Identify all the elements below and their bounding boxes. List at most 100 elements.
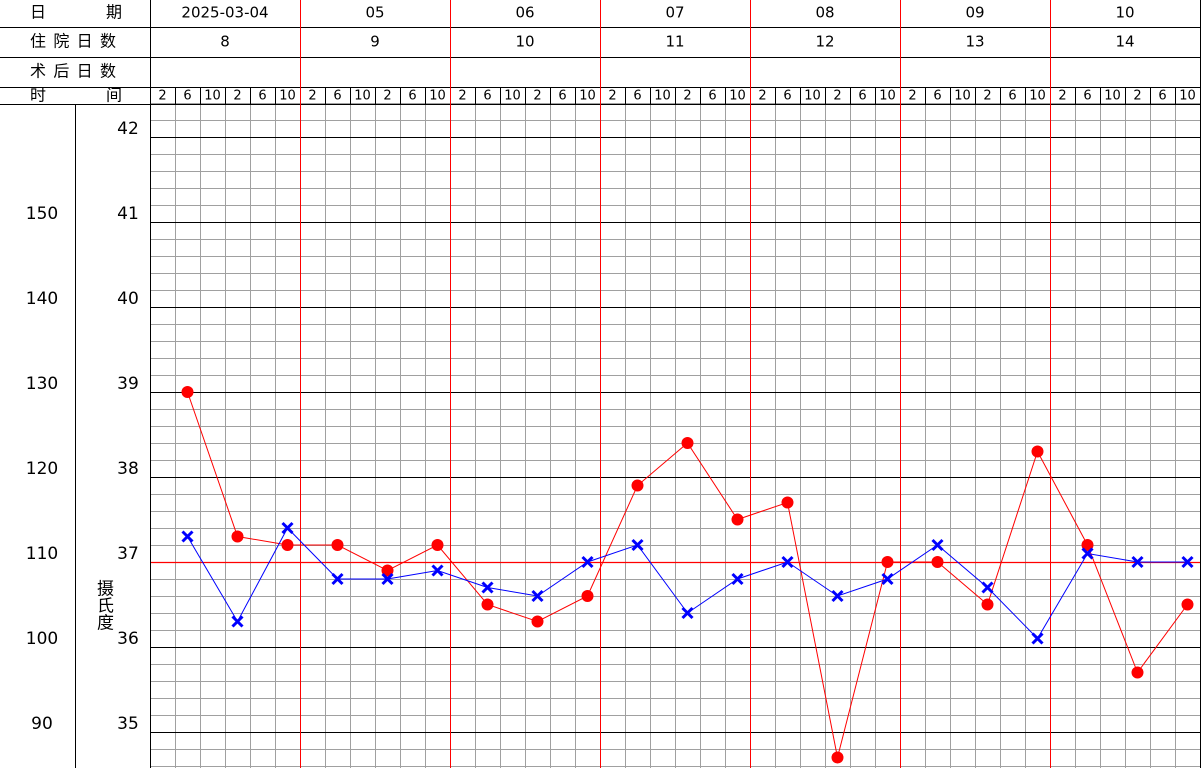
row-label: 住院日数 [30, 32, 116, 51]
temperature-tick-label: 42 [117, 119, 139, 139]
date: 06 [515, 4, 534, 22]
pulse-point [1181, 598, 1194, 611]
time-label: 6 [183, 89, 191, 104]
temperature-point [181, 530, 194, 543]
pulse-point [531, 615, 544, 628]
time-label: 10 [354, 89, 371, 104]
pulse-point [1131, 666, 1144, 679]
y-axis-label: 摄氏度 [93, 579, 114, 630]
hospital-day: 12 [815, 33, 834, 51]
hospital-day: 8 [220, 33, 230, 51]
time-label: 2 [1133, 89, 1141, 104]
pulse-point [1081, 539, 1094, 551]
time-label: 6 [1158, 89, 1166, 104]
temperature-point [281, 521, 294, 535]
temperature-point [631, 538, 644, 552]
temperature-point [581, 555, 594, 569]
temperature-point [731, 572, 744, 586]
date: 05 [365, 4, 384, 22]
temperature-point [831, 589, 844, 603]
date: 10 [1115, 4, 1134, 22]
time-label: 2 [383, 89, 391, 104]
pulse-point [481, 598, 494, 611]
pulse-point [181, 386, 194, 398]
time-label: 2 [308, 89, 316, 104]
temperature-point [1031, 632, 1044, 645]
time-label: 10 [579, 89, 596, 104]
time-label: 6 [558, 89, 566, 104]
time-label: 6 [633, 89, 641, 104]
time-label: 10 [429, 89, 446, 104]
pulse-point [581, 590, 594, 602]
time-label: 10 [204, 89, 221, 104]
time-label: 10 [279, 89, 296, 104]
hospital-day: 10 [515, 33, 534, 51]
time-label: 2 [908, 89, 916, 104]
pulse-point [881, 556, 894, 568]
time-label: 2 [983, 89, 991, 104]
temperature-point [1181, 555, 1194, 569]
pulse-point [231, 530, 244, 543]
temperature-point [381, 572, 394, 586]
temperature-tick-label: 38 [117, 459, 139, 479]
temperature-tick-label: 41 [117, 204, 139, 224]
temperature-point [981, 581, 994, 594]
time-label: 6 [333, 89, 341, 104]
time-label: 10 [1179, 89, 1196, 104]
temperature-tick-label: 39 [117, 374, 139, 394]
time-label: 6 [1008, 89, 1016, 104]
time-label: 2 [533, 89, 541, 104]
time-label: 10 [1104, 89, 1121, 104]
time-label: 10 [654, 89, 671, 104]
time-label: 10 [504, 89, 521, 104]
time-label: 2 [833, 89, 841, 104]
temperature-point [431, 564, 444, 577]
time-label: 2 [683, 89, 691, 104]
time-label: 6 [933, 89, 941, 104]
pulse-point [331, 539, 344, 551]
temperature-point [1081, 547, 1094, 560]
time-label: 2 [233, 89, 241, 104]
temperature-tick-label: 37 [117, 544, 139, 564]
temperature-tick-label: 35 [117, 714, 139, 734]
time-label: 2 [458, 89, 466, 104]
pulse-point [631, 479, 644, 492]
time-label: 6 [408, 89, 416, 104]
hospital-day: 9 [370, 33, 380, 51]
time-label: 6 [708, 89, 716, 104]
time-label: 10 [1029, 89, 1046, 104]
time-label: 10 [804, 89, 821, 104]
date: 07 [665, 4, 684, 22]
pulse-point [431, 539, 444, 551]
temperature-tick-label: 36 [117, 629, 139, 649]
time-label: 10 [729, 89, 746, 104]
pulse-tick-label: 120 [26, 459, 58, 479]
pulse-tick-label: 100 [26, 629, 58, 649]
date: 09 [965, 4, 984, 22]
time-label: 6 [1083, 89, 1091, 104]
time-label: 2 [608, 89, 616, 104]
hospital-day: 13 [965, 33, 984, 51]
temperature-point [231, 615, 244, 628]
temperature-point [481, 581, 494, 594]
time-label: 10 [879, 89, 896, 104]
time-label: 6 [483, 89, 491, 104]
pulse-point [681, 437, 694, 449]
date: 08 [815, 4, 834, 22]
temperature-point [781, 555, 794, 569]
pulse-point [1031, 445, 1044, 458]
hospital-day: 11 [665, 33, 684, 51]
time-label: 2 [1058, 89, 1066, 104]
pulse-point [281, 539, 294, 551]
temperature-point [331, 572, 344, 586]
pulse-tick-label: 110 [26, 544, 58, 564]
pulse-point [981, 598, 994, 611]
pulse-point [831, 751, 844, 764]
temperature-point [681, 606, 694, 620]
pulse-tick-label: 150 [26, 204, 58, 224]
temperature-point [1131, 555, 1144, 569]
pulse-tick-label: 140 [26, 289, 58, 309]
pulse-tick-label: 90 [31, 714, 53, 734]
row-label: 日期 [30, 3, 122, 22]
